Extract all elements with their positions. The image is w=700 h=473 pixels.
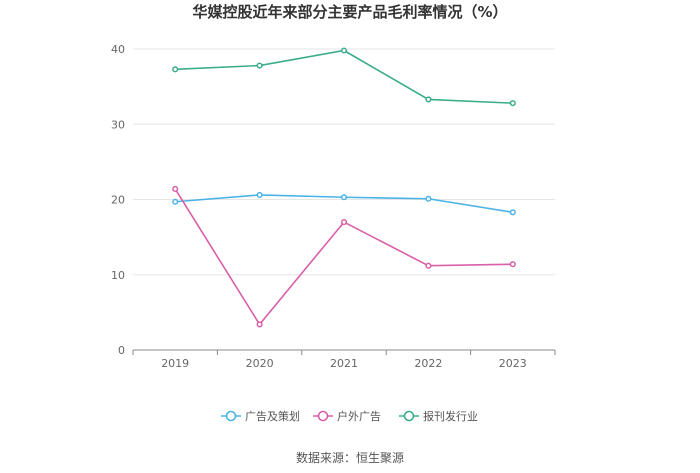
data-point[interactable] [509,209,516,216]
data-point[interactable] [172,198,179,205]
data-point[interactable] [340,47,348,54]
data-point[interactable] [340,194,348,201]
axes: 0 10 20 30 40 2019 2020 2021 2022 2023 [111,43,556,370]
legend-label: 户外广告 [337,409,381,423]
legend-marker-icon [403,410,415,422]
data-point[interactable] [172,66,179,73]
x-tick-label: 2023 [499,357,527,370]
legend-item[interactable]: 户外广告 [313,409,381,423]
grid [133,48,555,276]
y-tick-label: 0 [118,344,125,357]
chart-title: 华媒控股近年来部分主要产品毛利率情况（%） [192,3,507,21]
data-point[interactable] [425,262,432,269]
series-0 [172,191,516,216]
x-tick-label: 2022 [414,357,442,370]
data-point[interactable] [256,191,263,199]
data-point[interactable] [509,261,516,268]
y-tick-label: 40 [111,43,125,56]
legend-item[interactable]: 报刊发行业 [399,409,478,423]
data-point[interactable] [172,185,179,193]
y-tick-label: 10 [111,269,125,282]
data-point[interactable] [340,219,348,226]
data-point[interactable] [256,321,263,328]
data-point[interactable] [509,100,516,107]
data-point[interactable] [425,195,432,202]
legend-label: 报刊发行业 [423,409,478,423]
y-tick-label: 30 [111,118,125,131]
source-note: 数据来源：恒生聚源 [296,450,404,465]
x-tick-label: 2021 [330,357,358,370]
series-1 [172,185,516,328]
series-line [174,188,513,326]
series-area [172,47,516,328]
legend[interactable]: 广告及策划 户外广告 报刊发行业 [221,409,478,423]
data-point[interactable] [256,62,263,69]
series-line [175,49,513,104]
legend-label: 广告及策划 [245,409,300,423]
legend-marker-icon [317,410,329,422]
x-tick-label: 2020 [246,357,274,370]
data-point[interactable] [425,96,432,103]
x-tick-label: 2019 [161,357,189,370]
legend-item[interactable]: 广告及策划 [221,409,300,423]
y-tick-label: 20 [111,194,125,207]
series-2 [172,47,516,107]
legend-marker-icon [225,410,237,422]
